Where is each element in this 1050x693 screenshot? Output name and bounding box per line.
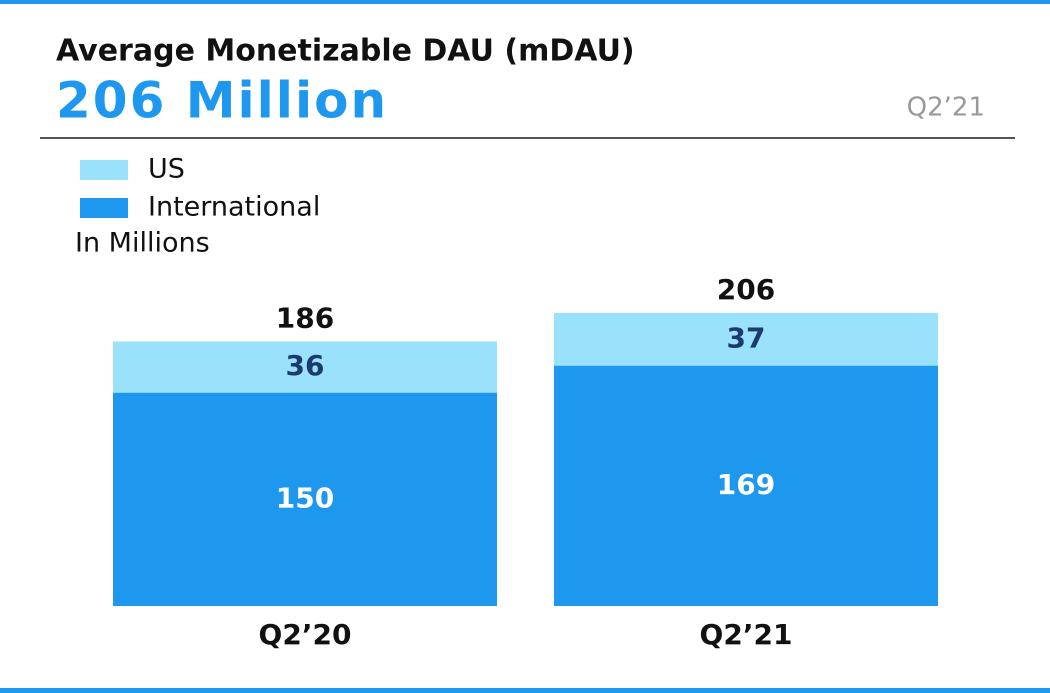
legend-swatch — [80, 198, 128, 218]
value-label: 169 — [717, 468, 775, 501]
legend-label: International — [148, 192, 320, 223]
bar-segment — [113, 341, 497, 393]
total-label: 186 — [276, 301, 334, 334]
top-border — [0, 0, 1050, 4]
x-tick-label: Q2’21 — [700, 618, 793, 651]
value-label: 37 — [727, 321, 766, 354]
headline: 206 Million — [56, 72, 388, 130]
bottom-border — [0, 688, 1050, 693]
bar-segment — [554, 313, 938, 366]
chart-title: Average Monetizable DAU (mDAU) — [56, 34, 635, 69]
x-tick-label: Q2’20 — [259, 618, 352, 651]
value-label: 150 — [276, 481, 334, 514]
bar-segment — [113, 392, 497, 606]
total-label: 206 — [717, 273, 775, 306]
value-label: 36 — [286, 349, 325, 382]
bar-segment — [554, 365, 938, 606]
legend-label: US — [148, 154, 185, 185]
period: Q2’21 — [907, 93, 985, 123]
legend-swatch — [80, 160, 128, 180]
subtitle: In Millions — [75, 228, 210, 259]
